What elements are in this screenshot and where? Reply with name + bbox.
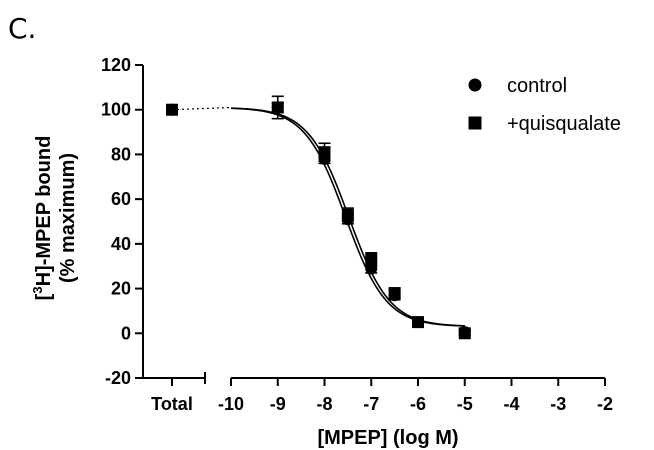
point-quisqualate: [318, 146, 331, 159]
x-tick-label: -2: [597, 394, 613, 414]
x-tick-label: -8: [316, 394, 332, 414]
y-axis-title-superscript: 3: [30, 286, 45, 293]
point-quisqualate: [365, 253, 378, 266]
y-tick-label: 40: [111, 234, 131, 254]
x-tick-label: -7: [363, 394, 379, 414]
data-points: [166, 95, 471, 340]
legend: control +quisqualate: [468, 75, 621, 135]
y-tick-label: 120: [101, 55, 131, 75]
y-tick-label: 100: [101, 100, 131, 120]
panel-label-container: C.: [8, 8, 68, 53]
point-quisqualate: [341, 208, 354, 221]
y-tick-label: 20: [111, 279, 131, 299]
x-tick-label: -4: [503, 394, 519, 414]
x-tick-label: -10: [218, 394, 244, 414]
y-axis-title-prefix: [: [33, 293, 55, 300]
y-axis-title-line1: [3H]-MPEP bound: [30, 136, 55, 301]
y-tick-label: 0: [121, 323, 131, 343]
x-tick-label: -5: [457, 394, 473, 414]
axes: -20 0 20 40 60 80 100 120 Total -10 -9 -8 -7 -6 -5 -4 -3…: [101, 55, 613, 414]
x-tick-label: -6: [410, 394, 426, 414]
total-connector: [171, 106, 232, 111]
y-axis-title-suffix: H]-MPEP bound: [33, 136, 55, 287]
x-tick-label: -9: [270, 394, 286, 414]
x-tick-label: -3: [550, 394, 566, 414]
point-quisqualate: [166, 103, 178, 116]
y-axis-title-line2: (% maximum): [57, 153, 79, 283]
x-axis-title: [MPEP] (log M): [317, 427, 458, 449]
point-quisqualate: [412, 316, 424, 329]
legend-label: +quisqualate: [507, 113, 621, 135]
point-quisqualate: [271, 101, 284, 114]
legend-marker-quisqualate: [468, 116, 482, 130]
panel-label: C.: [8, 12, 36, 45]
fit-curves: [171, 106, 465, 327]
point-quisqualate: [458, 327, 471, 340]
point-quisqualate: [388, 287, 401, 300]
legend-marker-control: [468, 78, 482, 92]
x-tick-label-total: Total: [151, 394, 193, 414]
y-tick-label: 80: [111, 144, 131, 164]
legend-label: control: [507, 75, 567, 97]
y-tick-label: -20: [105, 368, 131, 388]
y-tick-label: 60: [111, 189, 131, 209]
